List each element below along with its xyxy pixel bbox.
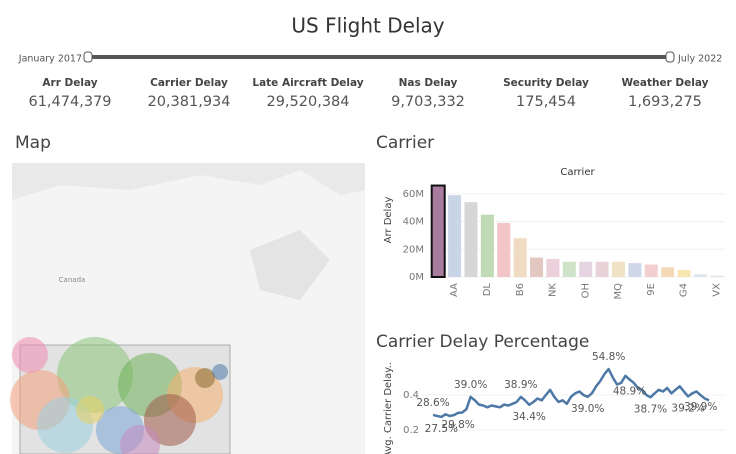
kpi-value: 20,381,934 [147, 94, 230, 110]
bubble [212, 364, 228, 380]
bubble [76, 396, 104, 424]
slider-end: July 2022 [677, 54, 722, 65]
data-label: 54.8% [592, 351, 625, 363]
bubbles [10, 337, 228, 454]
kpi-label: Arr Delay [42, 77, 97, 89]
x-tick-label: AA [449, 283, 460, 297]
bar [546, 258, 560, 277]
data-label: 39.0% [571, 403, 604, 415]
kpi-value: 1,693,275 [628, 94, 702, 110]
y-tick-label: 60M [403, 189, 424, 200]
bar [628, 263, 642, 277]
bar [661, 267, 675, 277]
line [432, 367, 710, 419]
data-label: 38.7% [634, 403, 667, 415]
kpi-value: 175,454 [516, 94, 576, 110]
bar [430, 184, 446, 279]
slider-handle[interactable] [83, 51, 93, 63]
y-axis-label: Arr Delay [383, 197, 394, 244]
bar [497, 222, 511, 277]
data-label: 39.9% [684, 401, 717, 413]
y-tick-label: 0.4 [403, 390, 419, 401]
map-label: Canada [59, 276, 86, 284]
data-label: 27.5% [425, 423, 458, 435]
kpi-label: Weather Delay [622, 77, 709, 89]
section-title: Map [15, 133, 51, 153]
y-tick-label: 0.2 [403, 425, 419, 436]
bar [611, 261, 625, 277]
section-title: Carrier [376, 133, 434, 153]
data-label: 34.4% [513, 411, 546, 423]
kpi-value: 29,520,384 [266, 94, 349, 110]
x-tick-label: DL [482, 283, 493, 297]
x-tick-label: OH [580, 283, 591, 298]
section-title: Carrier Delay Percentage [376, 332, 589, 352]
water [250, 230, 330, 300]
x-tick-label: VX [711, 283, 722, 297]
bar [513, 238, 527, 277]
kpi-label: Late Aircraft Delay [252, 77, 363, 89]
data-label: 28.6% [416, 397, 449, 409]
x-tick-label: B6 [515, 283, 526, 296]
data-label: 29.8% [441, 419, 474, 431]
bar [710, 275, 724, 277]
y-axis-label: Avg. Carrier Delay.. [383, 362, 394, 454]
data-label: 39.2% [671, 402, 704, 414]
bubble [144, 394, 196, 446]
bar [448, 195, 462, 277]
dashboard-title: US Flight Delay [291, 14, 444, 38]
data-label: 39.0% [454, 379, 487, 391]
bubble [57, 337, 133, 413]
bar [530, 257, 544, 277]
y-tick-label: 40M [403, 217, 424, 228]
bar [693, 274, 707, 277]
bubble [120, 425, 160, 454]
data-label: 48.9% [613, 385, 646, 397]
bar [464, 202, 478, 277]
kpi-label: Security Delay [503, 77, 589, 89]
slider-start: January 2017 [18, 54, 82, 65]
kpi-value: 9,703,332 [391, 94, 465, 110]
bar [644, 264, 658, 277]
bar [677, 270, 691, 277]
bubble [195, 368, 215, 388]
bar [595, 261, 609, 277]
data-label: 38.9% [504, 379, 537, 391]
kpi-value: 61,474,379 [28, 94, 111, 110]
y-tick-label: 0M [409, 272, 424, 283]
kpi-label: Nas Delay [399, 77, 458, 89]
map: Canada [10, 163, 365, 454]
slider-handle[interactable] [665, 51, 675, 63]
bar [480, 214, 494, 277]
x-tick-label: NK [548, 283, 559, 297]
x-tick-label: G4 [679, 283, 690, 297]
kpi-label: Carrier Delay [150, 77, 228, 89]
y-tick-label: 20M [403, 244, 424, 255]
bar [579, 261, 593, 277]
x-tick-label: 9E [646, 283, 657, 296]
bar [562, 261, 576, 277]
x-tick-label: MQ [613, 283, 624, 300]
bubble [12, 337, 48, 373]
chart-title: Carrier [560, 167, 595, 178]
